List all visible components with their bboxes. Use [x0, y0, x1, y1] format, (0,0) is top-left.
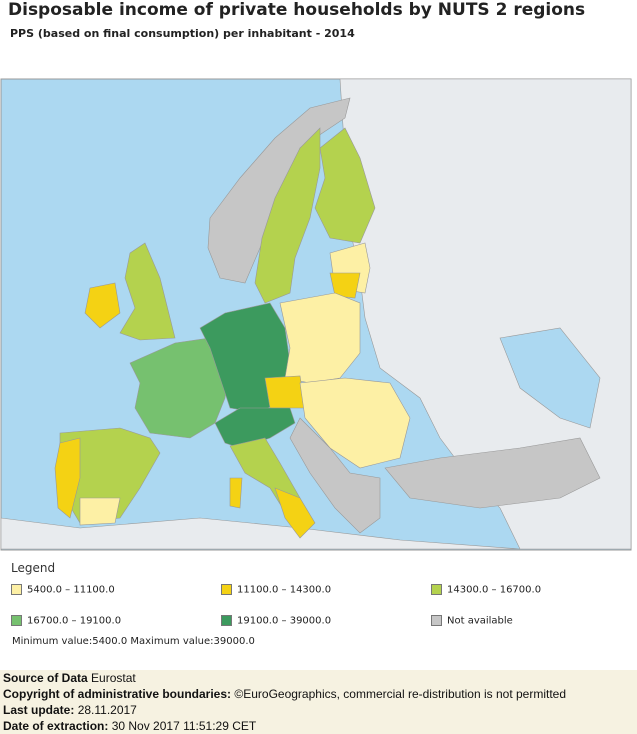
- legend-swatch: [221, 584, 232, 595]
- footer-row: Last update: 28.11.2017: [3, 703, 137, 718]
- legend-item: 11100.0 – 14300.0: [221, 584, 331, 596]
- footer-text: 30 Nov 2017 11:51:29 CET: [111, 719, 257, 733]
- legend-swatch: [11, 615, 22, 626]
- legend-label: 16700.0 – 19100.0: [27, 615, 122, 627]
- legend-minmax: Minimum value:5400.0 Maximum value:39000…: [12, 636, 255, 647]
- map: [0, 78, 632, 551]
- footer: Source of Data Eurostat Copyright of admi…: [0, 670, 637, 734]
- footer-label: Source of Data: [3, 671, 88, 685]
- map-subtitle: PPS (based on final consumption) per inh…: [10, 27, 355, 40]
- legend-title: Legend: [11, 561, 56, 575]
- footer-text: ©EuroGeographics, commercial re-distribu…: [234, 687, 567, 701]
- footer-label: Last update:: [3, 703, 75, 717]
- footer-label: Copyright of administrative boundaries:: [3, 687, 232, 701]
- legend-swatch: [431, 584, 442, 595]
- land: [0, 78, 632, 550]
- legend-label: Not available: [447, 615, 513, 627]
- footer-row: Source of Data Eurostat: [3, 671, 136, 686]
- footer-row: Copyright of administrative boundaries: …: [3, 687, 566, 702]
- footer-text: Eurostat: [91, 671, 136, 685]
- legend-label: 14300.0 – 16700.0: [447, 584, 542, 596]
- map-title: Disposable income of private households …: [8, 0, 586, 20]
- legend-item: 16700.0 – 19100.0: [11, 615, 121, 627]
- legend-swatch: [221, 615, 232, 626]
- footer-text: 28.11.2017: [77, 703, 137, 717]
- legend-swatch: [431, 615, 442, 626]
- legend-swatch: [11, 584, 22, 595]
- legend-item: 14300.0 – 16700.0: [431, 584, 541, 596]
- footer-label: Date of extraction:: [3, 719, 109, 733]
- legend-label: 11100.0 – 14300.0: [237, 584, 332, 596]
- legend-item: 19100.0 – 39000.0: [221, 615, 331, 627]
- footer-row: Date of extraction: 30 Nov 2017 11:51:29…: [3, 719, 256, 734]
- legend-label: 19100.0 – 39000.0: [237, 615, 332, 627]
- legend-item: 5400.0 – 11100.0: [11, 584, 115, 596]
- legend-label: 5400.0 – 11100.0: [27, 584, 115, 596]
- legend-item: Not available: [431, 615, 513, 627]
